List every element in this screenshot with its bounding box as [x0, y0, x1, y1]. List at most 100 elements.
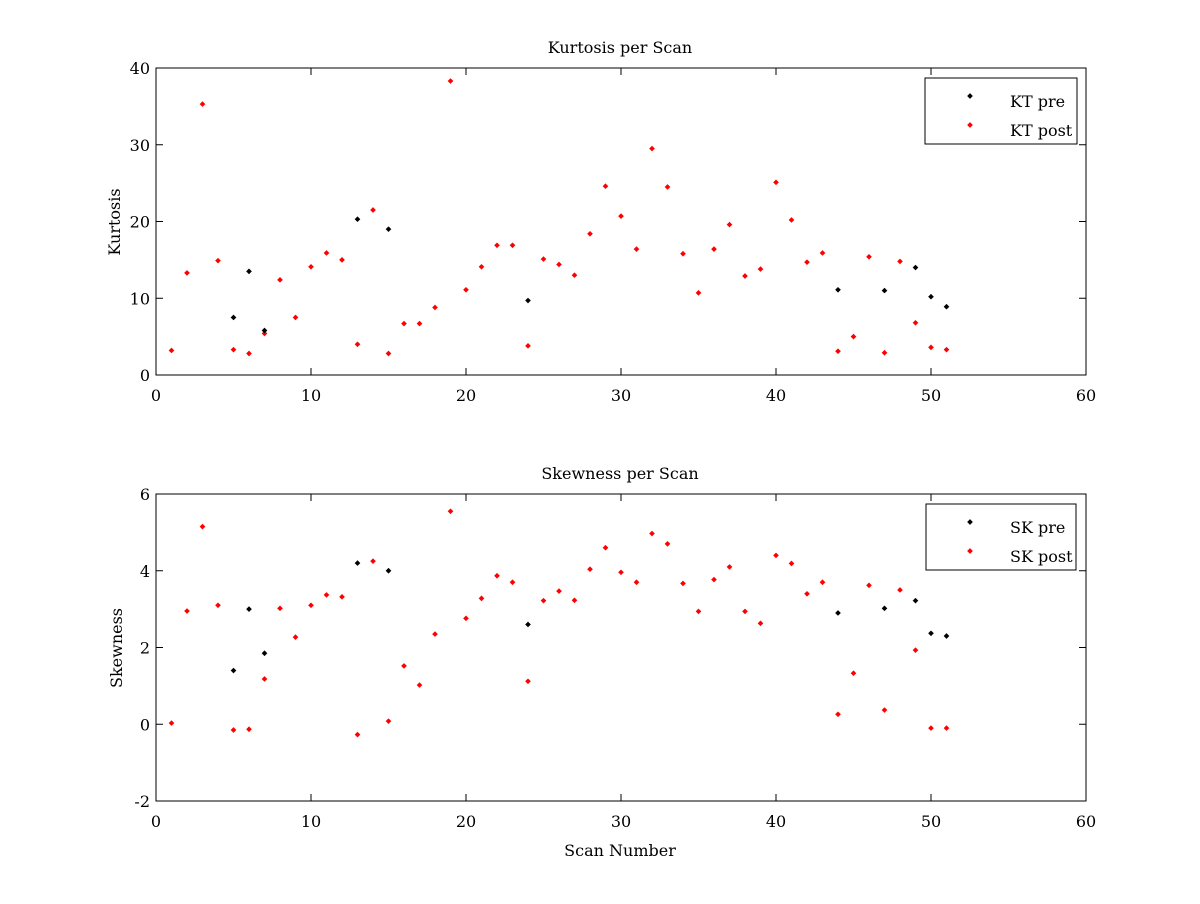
data-points	[168, 508, 950, 738]
data-point	[742, 273, 748, 279]
data-point	[323, 250, 330, 256]
y-axis-label: Skewness	[107, 608, 126, 688]
data-point	[897, 258, 903, 265]
x-axis-label: Scan Number	[564, 841, 676, 860]
data-point	[168, 720, 175, 726]
data-point	[230, 727, 237, 733]
y-tick-label: 6	[140, 485, 150, 504]
data-point	[509, 579, 516, 586]
data-point	[571, 272, 578, 279]
data-point	[215, 257, 221, 264]
y-tick-label: 0	[140, 715, 150, 734]
data-point	[339, 257, 345, 263]
axis-ticks: 0 10 20 30 40 50 60 0 10 20 30 40	[130, 59, 1097, 405]
data-point	[385, 567, 392, 574]
data-point	[571, 597, 578, 604]
y-tick-label: 30	[130, 136, 150, 155]
data-point	[788, 560, 795, 567]
data-point	[525, 343, 531, 349]
data-point	[664, 541, 671, 547]
data-point	[602, 544, 609, 551]
data-point	[385, 226, 392, 233]
data-point	[773, 179, 779, 186]
data-point	[912, 264, 919, 271]
data-point	[866, 253, 872, 260]
data-point	[850, 670, 857, 677]
y-tick-label: 40	[130, 59, 150, 78]
x-tick-label: 60	[1076, 386, 1096, 405]
data-point	[835, 610, 841, 616]
data-point	[525, 678, 531, 685]
data-point	[819, 250, 826, 256]
data-point	[928, 293, 934, 300]
skewness-panel: Skewness per Scan Skewness Scan Number 0…	[107, 464, 1096, 860]
y-tick-label: 4	[140, 562, 150, 581]
x-tick-label: 10	[301, 386, 321, 405]
data-point	[246, 606, 252, 612]
y-tick-label: 10	[130, 289, 150, 308]
data-point	[447, 78, 454, 84]
x-tick-label: 50	[921, 812, 941, 831]
data-point	[509, 242, 516, 249]
data-point	[463, 615, 469, 622]
legend-marker-pre	[967, 93, 973, 99]
data-point	[943, 633, 950, 639]
legend: KT pre KT post	[924, 77, 1078, 145]
data-point	[556, 261, 562, 268]
data-point	[819, 579, 826, 586]
data-point	[199, 523, 206, 530]
data-point	[912, 319, 919, 326]
data-point	[680, 250, 686, 257]
data-point	[587, 566, 593, 573]
data-point	[230, 667, 237, 674]
data-point	[881, 605, 888, 612]
y-axis-label: Kurtosis	[105, 188, 124, 255]
data-point	[835, 711, 841, 718]
data-point	[943, 346, 950, 353]
data-point	[246, 726, 252, 733]
x-tick-label: 20	[456, 812, 476, 831]
data-point	[432, 631, 438, 637]
x-tick-label: 50	[921, 386, 941, 405]
data-point	[866, 582, 872, 589]
data-point	[525, 621, 531, 628]
chart-title: Skewness per Scan	[541, 464, 698, 483]
data-point	[726, 221, 733, 228]
data-point	[695, 290, 702, 296]
data-point	[881, 707, 888, 713]
data-point	[943, 303, 950, 310]
data-point	[308, 602, 314, 609]
x-tick-label: 30	[611, 812, 631, 831]
data-point	[850, 333, 857, 340]
legend: SK pre SK post	[925, 503, 1077, 571]
legend-marker-post	[967, 548, 973, 554]
data-point	[649, 530, 655, 537]
legend-marker-pre	[967, 519, 973, 525]
data-point	[246, 268, 252, 275]
data-point	[556, 588, 562, 594]
data-point	[277, 605, 283, 612]
data-point	[370, 207, 376, 213]
legend-box	[925, 503, 1077, 571]
data-point	[261, 327, 268, 334]
data-point	[773, 552, 779, 559]
legend-marker-post	[967, 122, 973, 128]
data-point	[354, 216, 361, 223]
data-point	[835, 348, 841, 355]
chart-title: Kurtosis per Scan	[548, 38, 692, 57]
data-point	[354, 560, 361, 566]
data-point	[463, 286, 469, 293]
data-point	[261, 330, 268, 337]
data-point	[246, 350, 252, 357]
data-point	[757, 266, 764, 272]
data-point	[912, 597, 919, 604]
data-point	[261, 676, 268, 682]
data-point	[726, 564, 733, 570]
kurtosis-panel: Kurtosis per Scan Kurtosis 0 10 20 30 40 50 60…	[105, 38, 1096, 405]
data-point	[184, 608, 190, 614]
data-point	[928, 725, 934, 731]
data-point	[292, 314, 299, 321]
data-point	[742, 608, 748, 615]
data-point	[525, 297, 531, 304]
